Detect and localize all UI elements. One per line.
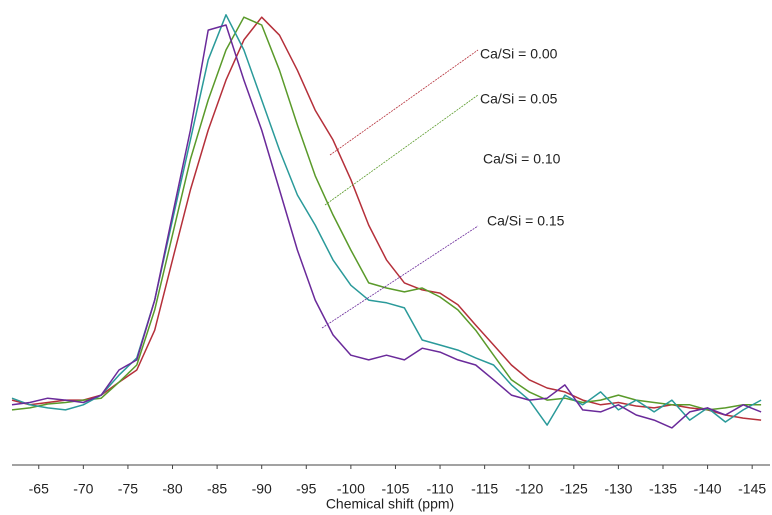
x-tick-label: -115 [471, 481, 498, 497]
leader-line [321, 225, 479, 329]
x-tick-label: -80 [162, 481, 182, 497]
x-tick-label: -140 [694, 481, 722, 497]
x-tick-label: -100 [337, 481, 365, 497]
spectrum-line [11, 16, 762, 421]
legend-label: Ca/Si = 0.05 [480, 91, 558, 107]
x-tick-label: -110 [427, 481, 454, 497]
legend-label: Ca/Si = 0.15 [487, 213, 565, 229]
spectrum-line [11, 24, 762, 429]
x-tick-label: -90 [252, 481, 272, 497]
x-tick-label: -70 [73, 481, 93, 497]
x-tick-label: -95 [296, 481, 316, 497]
x-axis-title: Chemical shift (ppm) [326, 496, 454, 512]
leader-line [329, 49, 479, 156]
leader-line [324, 94, 479, 206]
x-tick-label: -75 [118, 481, 138, 497]
x-tick-label: -145 [738, 481, 766, 497]
x-tick-label: -135 [649, 481, 677, 497]
x-tick-label: -130 [604, 481, 632, 497]
spectrum-line [11, 14, 762, 426]
spectrum-line [11, 16, 762, 411]
x-tick-label: -125 [560, 481, 588, 497]
x-tick-label: -85 [207, 481, 227, 497]
x-tick-label: -105 [381, 481, 409, 497]
legend-label: Ca/Si = 0.10 [483, 151, 561, 167]
legend-label: Ca/Si = 0.00 [480, 46, 558, 62]
x-tick-label: -120 [515, 481, 543, 497]
x-tick-label: -65 [29, 481, 49, 497]
